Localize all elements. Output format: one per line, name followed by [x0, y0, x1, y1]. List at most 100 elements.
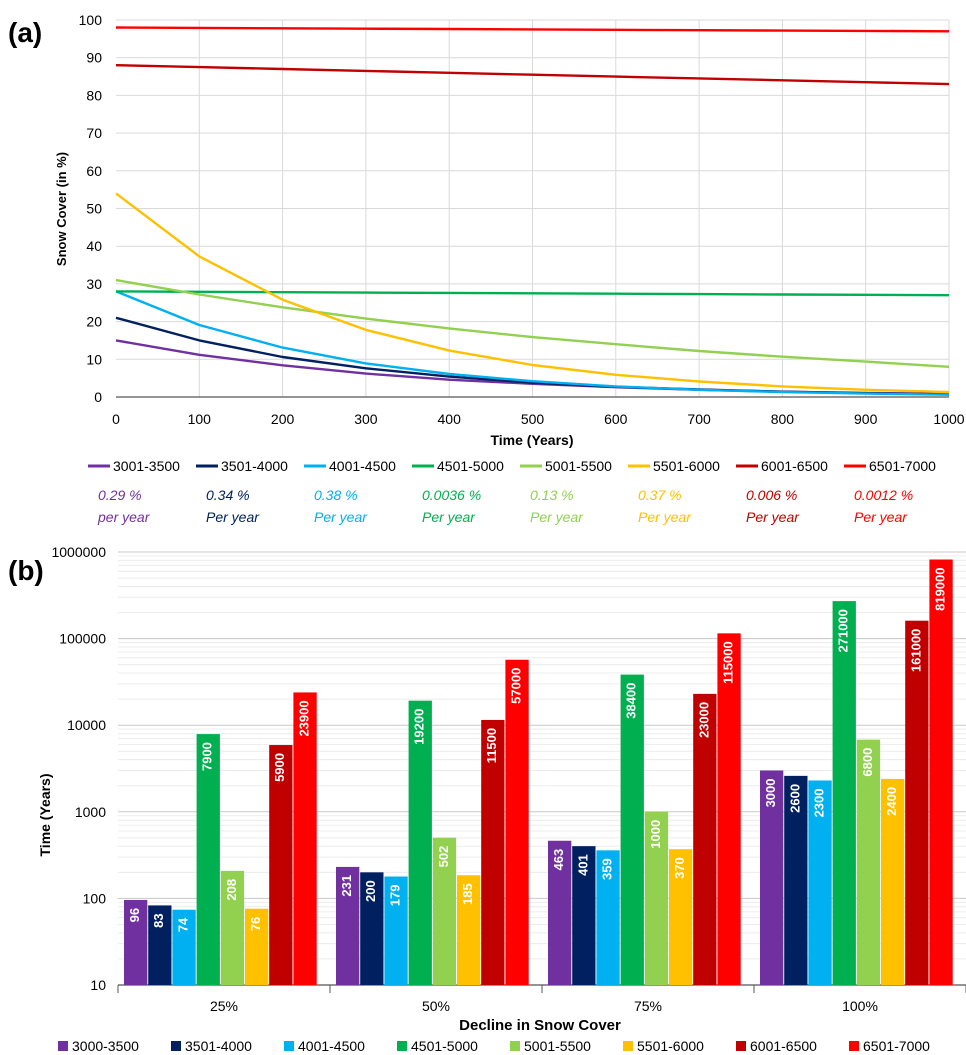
bar-value-label: 83 — [151, 913, 166, 927]
x-tick-label: 900 — [854, 411, 878, 427]
legend-rate-unit: Per year — [638, 509, 692, 525]
bar-value-label: 2300 — [811, 789, 826, 818]
bar-value-label: 819000 — [932, 568, 947, 611]
bar-3501-4000-25% — [148, 905, 172, 985]
panel-a-gridlines — [116, 19, 950, 398]
series-line-4501-5000 — [115, 290, 950, 297]
y-tick-label: 0 — [94, 389, 102, 405]
bar-3000-3500-50% — [336, 866, 360, 985]
legend-swatch — [284, 1041, 294, 1051]
bar-value-label: 185 — [460, 883, 475, 905]
legend-label: 4001-4500 — [329, 458, 396, 474]
legend-rate: 0.38 % — [314, 487, 358, 503]
y-tick-label: 10 — [90, 977, 106, 993]
x-tick-label: 700 — [687, 411, 711, 427]
bar-value-label: 74 — [176, 917, 191, 932]
y-tick-label: 70 — [86, 125, 102, 141]
panel-a-legend: 3001-3500 0.29 % per year 3501-4000 0.34 % Pe… — [88, 458, 936, 525]
y-tick-label: 10000 — [67, 717, 106, 733]
x-tick-label: 100% — [842, 998, 878, 1014]
legend-label: 3501-4000 — [221, 458, 288, 474]
bar-value-label: 1000 — [648, 820, 663, 849]
bar-4501-5000-100% — [832, 601, 856, 985]
legend-label: 4501-5000 — [437, 458, 504, 474]
legend-label: 6501-7000 — [863, 1038, 930, 1054]
bar-6501-7000-75% — [717, 633, 741, 985]
bar-4001-4500-75% — [596, 850, 620, 985]
x-tick-label: 300 — [354, 411, 378, 427]
bar-6001-6500-100% — [905, 620, 929, 985]
legend-label: 3000-3500 — [72, 1038, 139, 1054]
legend-label: 5001-5500 — [524, 1038, 591, 1054]
legend-rate-unit: Per year — [746, 509, 800, 525]
y-tick-label: 10 — [86, 351, 102, 367]
y-tick-label: 100000 — [59, 631, 106, 647]
bar-value-label: 463 — [551, 849, 566, 871]
bar-5001-5500-100% — [856, 739, 881, 985]
legend-rate-unit: Per year — [206, 509, 260, 525]
legend-label: 6001-6500 — [761, 458, 828, 474]
bar-4501-5000-50% — [408, 700, 432, 985]
bar-5001-5500-25% — [220, 870, 245, 985]
bar-value-label: 57000 — [508, 668, 523, 704]
panel-b-bars: 96 83 74 7900 208 76 5900 23900 231 200 179 19200 50… — [124, 559, 953, 985]
x-tick-label: 25% — [210, 998, 238, 1014]
legend-label: 3001-3500 — [113, 458, 180, 474]
legend-swatch — [397, 1041, 407, 1051]
y-tick-label: 1000 — [75, 804, 106, 820]
bar-value-label: 7900 — [200, 742, 215, 771]
bar-4501-5000-25% — [196, 734, 220, 985]
legend-rate: 0.006 % — [746, 487, 797, 503]
bar-value-label: 370 — [672, 857, 687, 879]
legend-rate: 0.34 % — [206, 487, 250, 503]
x-tick-label: 1000 — [933, 411, 964, 427]
legend-label: 6501-7000 — [869, 458, 936, 474]
series-line-4001-4500 — [115, 290, 950, 396]
x-tick-label: 500 — [521, 411, 545, 427]
x-tick-label: 400 — [438, 411, 462, 427]
y-tick-label: 100 — [83, 890, 107, 906]
legend-rate: 0.37 % — [638, 487, 682, 503]
bar-3000-3500-75% — [548, 840, 572, 985]
panel-a-y-axis-title: Snow Cover (in %) — [54, 152, 69, 266]
legend-swatch — [510, 1041, 520, 1051]
bar-5501-6000-75% — [669, 849, 693, 985]
y-tick-label: 20 — [86, 314, 102, 330]
panel-b-x-tick-labels: 25% 50% 75% 100% — [117, 985, 966, 1014]
panel-b-x-axis-title: Decline in Snow Cover — [459, 1017, 621, 1034]
bar-5501-6000-25% — [245, 908, 269, 985]
y-tick-label: 80 — [86, 87, 102, 103]
bar-value-label: 115000 — [720, 641, 735, 684]
legend-swatch — [171, 1041, 181, 1051]
y-tick-label: 40 — [86, 238, 102, 254]
bar-value-label: 401 — [575, 854, 590, 876]
bar-6001-6500-75% — [693, 693, 717, 985]
x-tick-label: 0 — [112, 411, 120, 427]
bar-value-label: 208 — [224, 879, 239, 901]
panel-a-x-tick-labels: 0 100 200 300 400 500 600 700 800 900 1000 — [112, 411, 965, 427]
bar-6501-7000-25% — [293, 692, 317, 985]
bar-4001-4500-25% — [172, 909, 196, 985]
bar-value-label: 179 — [387, 885, 402, 907]
panel-a-y-tick-labels: 0 10 20 30 40 50 60 70 80 90 100 — [79, 12, 103, 405]
x-tick-label: 75% — [634, 998, 662, 1014]
y-tick-label: 30 — [86, 276, 102, 292]
legend-rate-unit: Per year — [422, 509, 476, 525]
bar-value-label: 231 — [339, 875, 354, 897]
bar-6501-7000-100% — [929, 559, 953, 985]
legend-label: 5501-6000 — [653, 458, 720, 474]
bar-value-label: 96 — [127, 908, 142, 922]
panel-a-series-lines — [115, 26, 950, 396]
bar-3501-4000-75% — [572, 846, 596, 985]
x-tick-label: 600 — [604, 411, 628, 427]
bar-value-label: 200 — [363, 880, 378, 902]
bar-value-label: 6800 — [860, 748, 875, 777]
legend-swatch — [58, 1041, 68, 1051]
bar-3501-4000-50% — [360, 872, 384, 985]
bar-value-label: 502 — [436, 846, 451, 868]
bar-value-label: 19200 — [412, 709, 427, 745]
legend-label: 5001-5500 — [545, 458, 612, 474]
y-tick-label: 100 — [79, 12, 103, 28]
legend-swatch — [849, 1041, 859, 1051]
